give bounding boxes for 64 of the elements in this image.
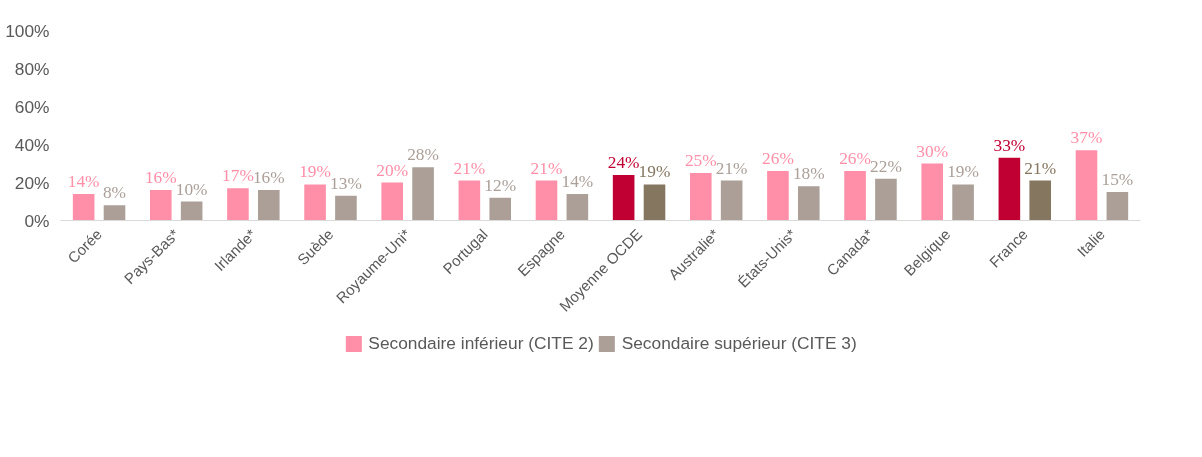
bar: [612, 174, 635, 221]
data-label: 21%: [453, 158, 486, 178]
y-tick-label: 20%: [14, 172, 50, 193]
data-label: 16%: [252, 168, 285, 188]
bar: [1106, 192, 1129, 221]
bar: [257, 190, 280, 221]
bar: [412, 167, 434, 221]
data-label: 21%: [1024, 158, 1057, 178]
bar: [767, 171, 789, 221]
data-label: 25%: [684, 151, 717, 170]
bar: [1075, 150, 1098, 221]
data-label: 21%: [715, 158, 748, 178]
data-label: 17%: [222, 166, 254, 186]
bar: [180, 201, 203, 221]
data-label: 12%: [484, 175, 517, 195]
data-label: 18%: [792, 164, 825, 184]
y-tick-label: 80%: [14, 58, 50, 79]
y-tick-label: 0%: [24, 210, 50, 231]
bar: [72, 193, 95, 221]
bar: [103, 205, 126, 221]
bar: [797, 186, 820, 221]
data-label: 20%: [376, 160, 409, 180]
bar: [535, 180, 558, 221]
data-label: 13%: [330, 173, 362, 193]
legend-label: Secondaire supérieur (CITE 3): [621, 332, 857, 354]
data-label: 14%: [67, 171, 100, 191]
bar: [844, 171, 866, 221]
data-label: 28%: [407, 145, 439, 165]
data-label: 37%: [1070, 128, 1103, 148]
bar: [1029, 180, 1052, 221]
bar: [227, 188, 249, 221]
bar: [149, 190, 172, 221]
y-tick-label: 40%: [14, 134, 50, 155]
data-label: 8%: [102, 183, 127, 203]
bar: [689, 173, 712, 221]
bar: [875, 178, 897, 221]
bar: [998, 157, 1021, 221]
data-label: 21%: [530, 158, 563, 178]
y-tick-label: 60%: [14, 96, 50, 117]
bar: [335, 195, 357, 221]
data-label: 24%: [607, 152, 640, 172]
bar: [381, 182, 404, 221]
bar: [720, 180, 743, 221]
data-label: 22%: [870, 156, 902, 176]
data-label: 26%: [762, 149, 794, 169]
bar: [458, 180, 481, 221]
data-label: 15%: [1101, 170, 1134, 189]
bar: [643, 184, 666, 221]
data-label: 30%: [916, 141, 949, 161]
bar: [921, 163, 944, 221]
data-label: 19%: [947, 162, 979, 182]
data-label: 26%: [839, 149, 871, 169]
data-label: 14%: [561, 171, 594, 191]
data-label: 19%: [638, 162, 671, 182]
y-tick-label: 100%: [5, 20, 50, 41]
bar: [566, 193, 589, 221]
data-label: 16%: [144, 168, 177, 188]
legend-label: Secondaire inférieur (CITE 2): [368, 332, 594, 354]
data-label: 19%: [299, 162, 331, 182]
bar: [489, 197, 512, 221]
data-label: 33%: [993, 135, 1026, 155]
data-label: 10%: [175, 179, 208, 199]
bar: [952, 184, 974, 221]
bar: [304, 184, 326, 221]
